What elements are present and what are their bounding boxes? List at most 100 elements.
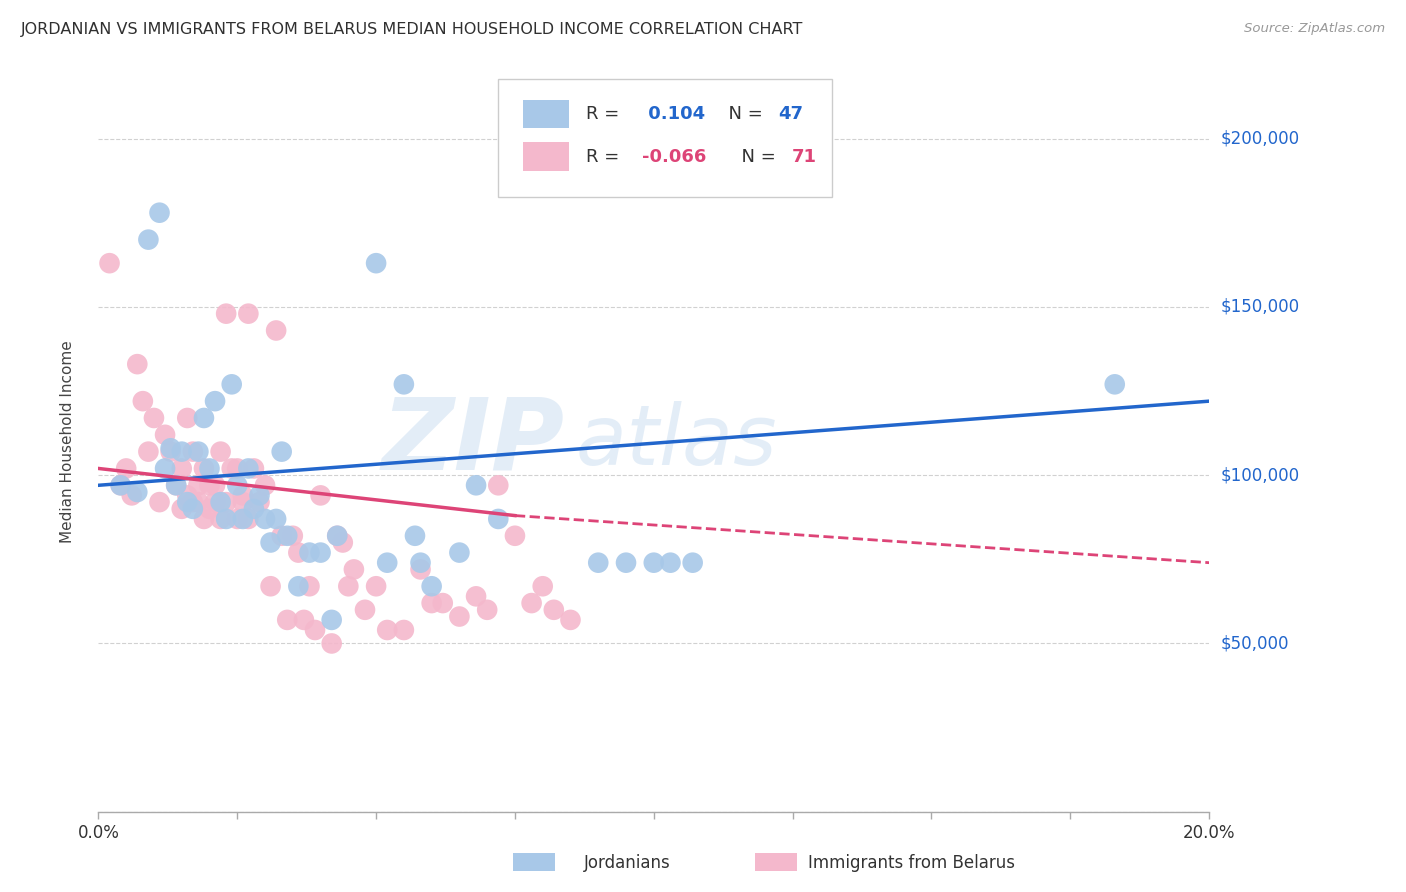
Point	[148, 495, 170, 509]
Point	[209, 495, 232, 509]
Point	[486, 478, 509, 492]
Point	[326, 529, 349, 543]
Point	[326, 529, 349, 543]
Point	[354, 603, 377, 617]
Point	[366, 256, 388, 270]
Point	[193, 461, 215, 475]
Point	[170, 461, 193, 475]
Text: N =: N =	[731, 147, 782, 166]
Point	[148, 205, 170, 219]
Point	[127, 357, 149, 371]
Point	[221, 461, 243, 475]
Point	[292, 613, 315, 627]
Text: -0.066: -0.066	[641, 147, 706, 166]
Text: JORDANIAN VS IMMIGRANTS FROM BELARUS MEDIAN HOUSEHOLD INCOME CORRELATION CHART: JORDANIAN VS IMMIGRANTS FROM BELARUS MED…	[21, 22, 803, 37]
Point	[198, 478, 221, 492]
Point	[232, 512, 254, 526]
Point	[409, 562, 432, 576]
Text: $100,000: $100,000	[1220, 467, 1299, 484]
Point	[204, 478, 226, 492]
Point	[420, 579, 443, 593]
Point	[249, 495, 271, 509]
Point	[127, 485, 149, 500]
Point	[143, 411, 166, 425]
Point	[226, 512, 249, 526]
Point	[281, 529, 304, 543]
Point	[138, 233, 160, 247]
Point	[420, 596, 443, 610]
FancyBboxPatch shape	[523, 100, 569, 128]
Point	[449, 609, 471, 624]
Point	[298, 546, 321, 560]
Point	[475, 603, 499, 617]
Point	[259, 579, 281, 593]
Y-axis label: Median Household Income: Median Household Income	[60, 340, 75, 543]
Point	[181, 444, 204, 458]
Point	[110, 478, 132, 492]
Point	[287, 546, 309, 560]
Point	[543, 603, 565, 617]
Text: 0.104: 0.104	[641, 105, 704, 123]
Point	[588, 556, 610, 570]
Point	[165, 478, 187, 492]
Point	[1104, 377, 1126, 392]
Point	[520, 596, 543, 610]
Text: Jordanians: Jordanians	[583, 855, 671, 872]
Point	[276, 529, 298, 543]
Point	[243, 501, 266, 516]
Point	[321, 636, 343, 650]
Point	[232, 495, 254, 509]
Point	[193, 512, 215, 526]
Point	[270, 444, 292, 458]
Point	[215, 307, 238, 321]
Point	[226, 461, 249, 475]
Point	[682, 556, 704, 570]
FancyBboxPatch shape	[523, 143, 569, 170]
Point	[209, 512, 232, 526]
Text: $150,000: $150,000	[1220, 298, 1299, 316]
Point	[366, 579, 388, 593]
Text: $200,000: $200,000	[1220, 129, 1299, 148]
Point	[264, 512, 287, 526]
Point	[153, 427, 176, 442]
Point	[276, 613, 298, 627]
Text: R =: R =	[586, 105, 626, 123]
Point	[503, 529, 526, 543]
Text: 71: 71	[792, 147, 817, 166]
Point	[176, 495, 198, 509]
Point	[238, 461, 260, 475]
Point	[176, 411, 198, 425]
Point	[249, 488, 271, 502]
Point	[309, 546, 332, 560]
Point	[309, 488, 332, 502]
Point	[298, 579, 321, 593]
Point	[153, 461, 176, 475]
FancyBboxPatch shape	[498, 78, 831, 197]
Point	[193, 411, 215, 425]
Point	[115, 461, 138, 475]
Text: N =: N =	[717, 105, 769, 123]
Point	[253, 512, 276, 526]
Point	[181, 501, 204, 516]
Point	[392, 377, 415, 392]
Point	[337, 579, 360, 593]
Point	[187, 444, 209, 458]
Point	[204, 495, 226, 509]
Point	[287, 579, 309, 593]
Point	[238, 512, 260, 526]
Point	[243, 461, 266, 475]
Point	[259, 535, 281, 549]
Text: Source: ZipAtlas.com: Source: ZipAtlas.com	[1244, 22, 1385, 36]
Point	[121, 488, 143, 502]
Point	[159, 444, 181, 458]
Point	[643, 556, 665, 570]
Point	[432, 596, 454, 610]
Point	[98, 256, 121, 270]
Text: ZIP: ZIP	[382, 393, 565, 490]
Point	[187, 478, 209, 492]
Text: atlas: atlas	[576, 401, 778, 482]
Text: 47: 47	[778, 105, 803, 123]
Point	[181, 495, 204, 509]
Point	[132, 394, 155, 409]
Point	[165, 478, 187, 492]
